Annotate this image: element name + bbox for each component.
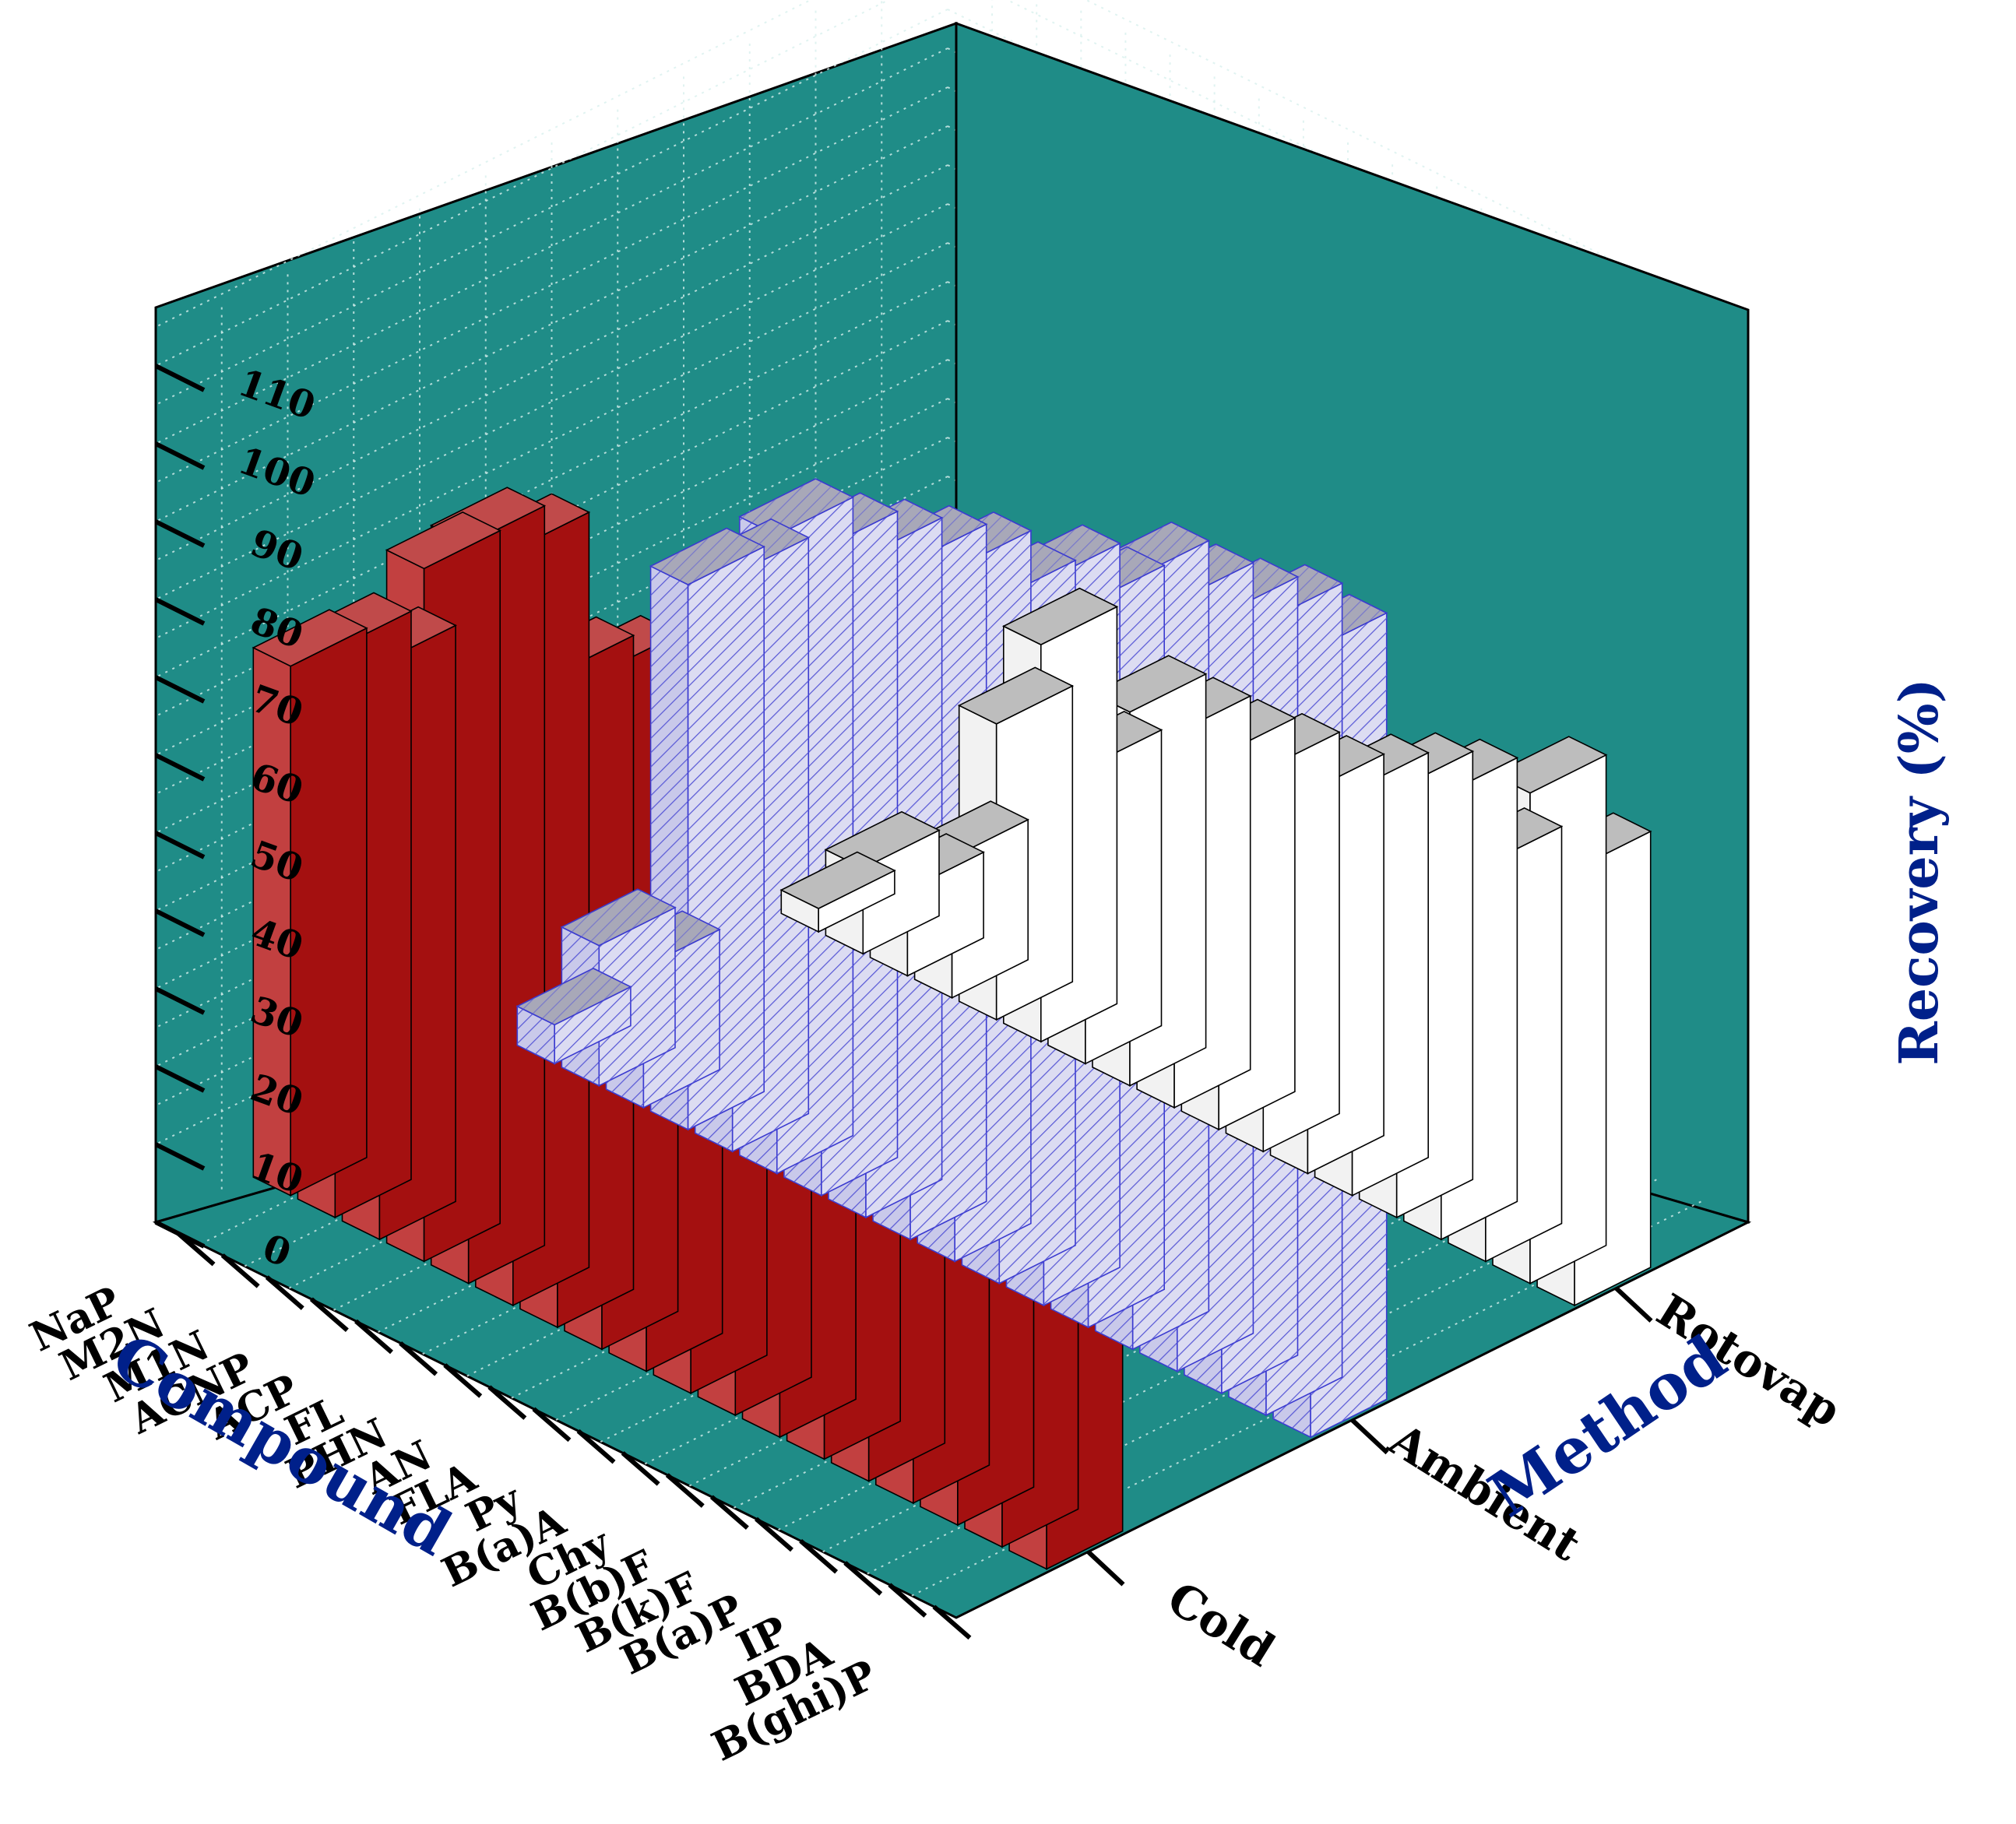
- bar: [779, 851, 896, 933]
- bar-top-face: [779, 851, 896, 909]
- bar-top-hatch: [650, 528, 765, 585]
- bar-top-hatch: [517, 968, 631, 1025]
- z-axis-tick: [154, 1142, 206, 1171]
- z-axis-tick: [154, 986, 206, 1015]
- x-axis-tick: [532, 1407, 572, 1443]
- x-axis-tick: [220, 1253, 260, 1288]
- bars-layer: [252, 478, 1652, 1570]
- z-axis-tick: [154, 1064, 206, 1093]
- bar: [252, 609, 368, 1197]
- x-axis-tick: [265, 1275, 304, 1310]
- y-axis-tick-label: Cold: [1159, 1571, 1284, 1677]
- z-axis-tick: [154, 597, 206, 626]
- z-axis-tick: [154, 908, 206, 937]
- wall-gridline: [1005, 0, 1749, 367]
- x-axis-tick: [709, 1495, 749, 1531]
- x-axis-tick: [443, 1363, 483, 1398]
- y-axis-tick: [1614, 1286, 1653, 1323]
- x-axis-tick: [354, 1319, 393, 1355]
- bar-top-face: [1002, 587, 1119, 645]
- bar-top-face: [252, 609, 368, 667]
- z-axis-tick: [154, 831, 206, 859]
- x-axis-tick: [309, 1297, 349, 1333]
- x-axis-tick: [621, 1451, 660, 1486]
- y-axis-tick: [1086, 1550, 1125, 1587]
- bar: [515, 968, 632, 1065]
- bar-top-face: [385, 511, 501, 570]
- x-axis-tick: [176, 1231, 216, 1267]
- bar-front-hatch: [599, 907, 675, 1086]
- bar-front-hatch: [554, 986, 631, 1064]
- x-axis-tick: [399, 1341, 438, 1376]
- x-axis-tick: [755, 1516, 793, 1552]
- x-axis-tick: [888, 1583, 927, 1618]
- bar-top-hatch: [561, 889, 675, 946]
- z-axis-tick: [154, 364, 206, 392]
- z-axis-title: Recovery (%): [1888, 678, 1951, 1065]
- bar-front-face: [290, 627, 368, 1197]
- y-axis-title: Method: [1476, 1321, 1740, 1531]
- z-axis-tick: [154, 519, 206, 548]
- x-axis-tick: [932, 1604, 972, 1640]
- x-axis-tick: [576, 1429, 616, 1464]
- z-axis-tick: [154, 675, 206, 704]
- z-axis-tick: [154, 753, 206, 782]
- x-axis-tick: [799, 1538, 839, 1574]
- x-axis-tick: [843, 1561, 883, 1596]
- z-axis-tick: [154, 441, 206, 470]
- x-axis-tick: [487, 1385, 527, 1420]
- y-axis-tick: [1350, 1418, 1389, 1455]
- x-axis-tick: [665, 1473, 705, 1508]
- bar-top-face: [957, 666, 1075, 725]
